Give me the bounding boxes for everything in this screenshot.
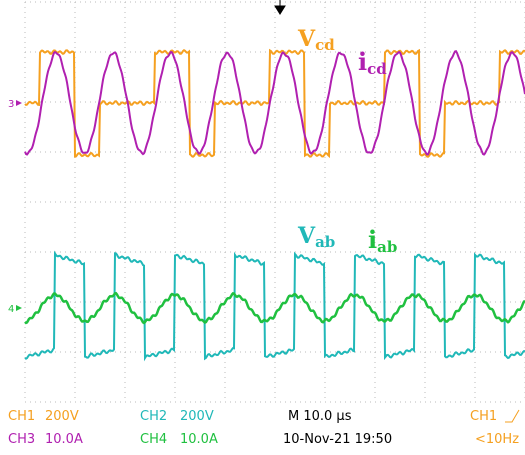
ch1-scale: 200V [45,409,79,424]
ch3-arrow [16,100,22,106]
ch4-marker: 4 [8,304,14,315]
trigger-source: CH1 [470,409,497,424]
ch2-label: CH2 [140,409,167,424]
timebase: M 10.0 µs [288,409,352,424]
ch4-arrow [16,305,22,311]
timestamp: 10-Nov-21 19:50 [283,432,392,447]
ch3-marker: 3 [8,99,14,110]
ch4-label: CH4 [140,432,167,447]
icd-label: icd [358,47,387,78]
ch1-label: CH1 [8,409,35,424]
status-bar: CH1 200V CH2 200V M 10.0 µs CH1 CH3 10.0… [8,409,519,447]
scope-display: Vcd icd Vab iab 3 4 CH1 200V CH2 200V M … [0,0,525,455]
ch4-scale: 10.0A [180,432,218,447]
ch3-label: CH3 [8,432,35,447]
waveforms [25,50,525,359]
vab-label: Vab [297,223,335,251]
ch3-scale: 10.0A [45,432,83,447]
ch2-scale: 200V [180,409,214,424]
iab-label: iab [368,225,397,256]
scope-screen: Vcd icd Vab iab 3 4 CH1 200V CH2 200V M … [0,0,525,455]
vcd-label: Vcd [297,26,335,54]
trigger-slope [505,410,519,422]
trigger-marker [275,0,285,14]
trigger-frequency: <10Hz [475,432,519,447]
